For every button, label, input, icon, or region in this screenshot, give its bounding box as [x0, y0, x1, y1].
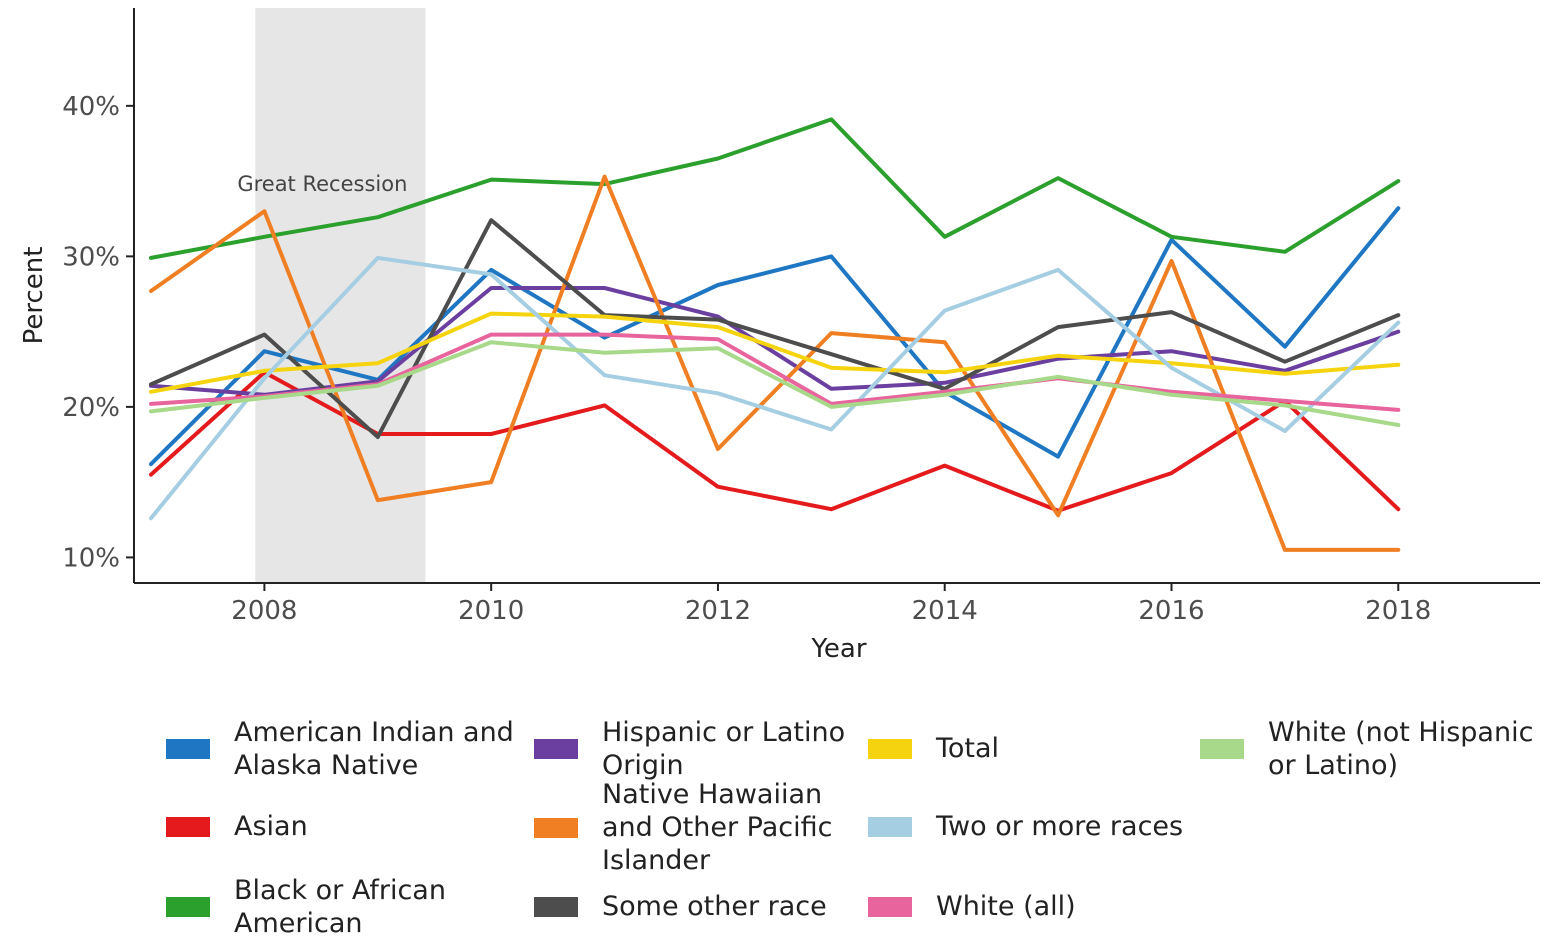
annotation-great-recession: Great Recession [237, 172, 407, 196]
series-lines [149, 117, 1401, 552]
legend-swatch [166, 739, 210, 759]
legend-item-two-or-more: Two or more races [868, 810, 1183, 843]
legend-label: Asian [234, 811, 308, 842]
legend-item-american-indian: American Indian and Alaska Native [166, 716, 514, 782]
legend-label: Some other race [602, 891, 827, 922]
y-tick-label: 10% [62, 543, 120, 573]
x-tick-label: 2012 [685, 596, 751, 626]
y-axis-title: Percent [19, 247, 49, 345]
legend-item-some-other-race: Some other race [534, 890, 827, 923]
x-tick-label: 2010 [458, 596, 524, 626]
x-tick-label: 2016 [1138, 596, 1204, 626]
x-tick-label: 2018 [1365, 596, 1431, 626]
legend-item-white-non-hispanic: White (not Hispanic or Latino) [1200, 716, 1533, 782]
legend-item-asian: Asian [166, 810, 308, 843]
series-line-black-or-african-american [149, 117, 1401, 260]
axes [126, 8, 1540, 591]
legend-label: Total [936, 733, 1000, 764]
legend-swatch [868, 896, 912, 917]
legend-item-white-all: White (all) [868, 890, 1076, 923]
y-tick-label: 30% [62, 242, 120, 272]
legend-item-black: Black or African American [166, 874, 446, 940]
legend-swatch [166, 816, 210, 837]
axis-labels: 10% 20% 30% 40% 2008 2010 2012 2014 2016 2018 Year… [19, 92, 1431, 664]
series-line-white-not-hispanic-or-latino [149, 340, 1401, 427]
legend-item-hispanic: Hispanic or Latino Origin [534, 716, 845, 782]
series-line-asian [149, 370, 1401, 513]
y-tick-label: 40% [62, 92, 120, 122]
legend-label: Two or more races [936, 811, 1184, 842]
legend-item-total: Total [868, 732, 999, 765]
legend-swatch [534, 817, 578, 838]
legend-swatch [166, 897, 210, 917]
x-axis-title: Year [810, 634, 866, 664]
legend-item-nhpi: Native Hawaiian and Other Pacific Islander [534, 778, 832, 877]
y-tick-label: 20% [62, 393, 120, 423]
chart-legend: American Indian and Alaska Native Asian B… [160, 712, 1545, 940]
legend-label: White (not Hispanic or Latino) [1268, 717, 1534, 781]
series-line-american-indian-and-alaska-native [149, 206, 1401, 467]
x-tick-label: 2008 [231, 596, 297, 626]
legend-swatch [534, 896, 578, 917]
legend-label: Native Hawaiian and Other Pacific Islander [602, 779, 833, 876]
series-line-total [149, 311, 1401, 394]
x-tick-label: 2014 [912, 596, 978, 626]
series-line-some-other-race [149, 218, 1401, 439]
series-line-native-hawaiian-and-other-pacific-islander [149, 174, 1401, 552]
series-line-two-or-more-races [149, 255, 1401, 521]
legend-label: Black or African American [234, 875, 446, 939]
series-line-hispanic-or-latino-origin [149, 286, 1401, 397]
legend-swatch [1200, 739, 1244, 759]
legend-label: Hispanic or Latino Origin [602, 717, 846, 781]
legend-swatch [868, 816, 912, 837]
legend-label: White (all) [936, 891, 1076, 922]
legend-label: American Indian and Alaska Native [234, 717, 514, 781]
legend-swatch [534, 739, 578, 759]
legend-swatch [868, 738, 912, 759]
